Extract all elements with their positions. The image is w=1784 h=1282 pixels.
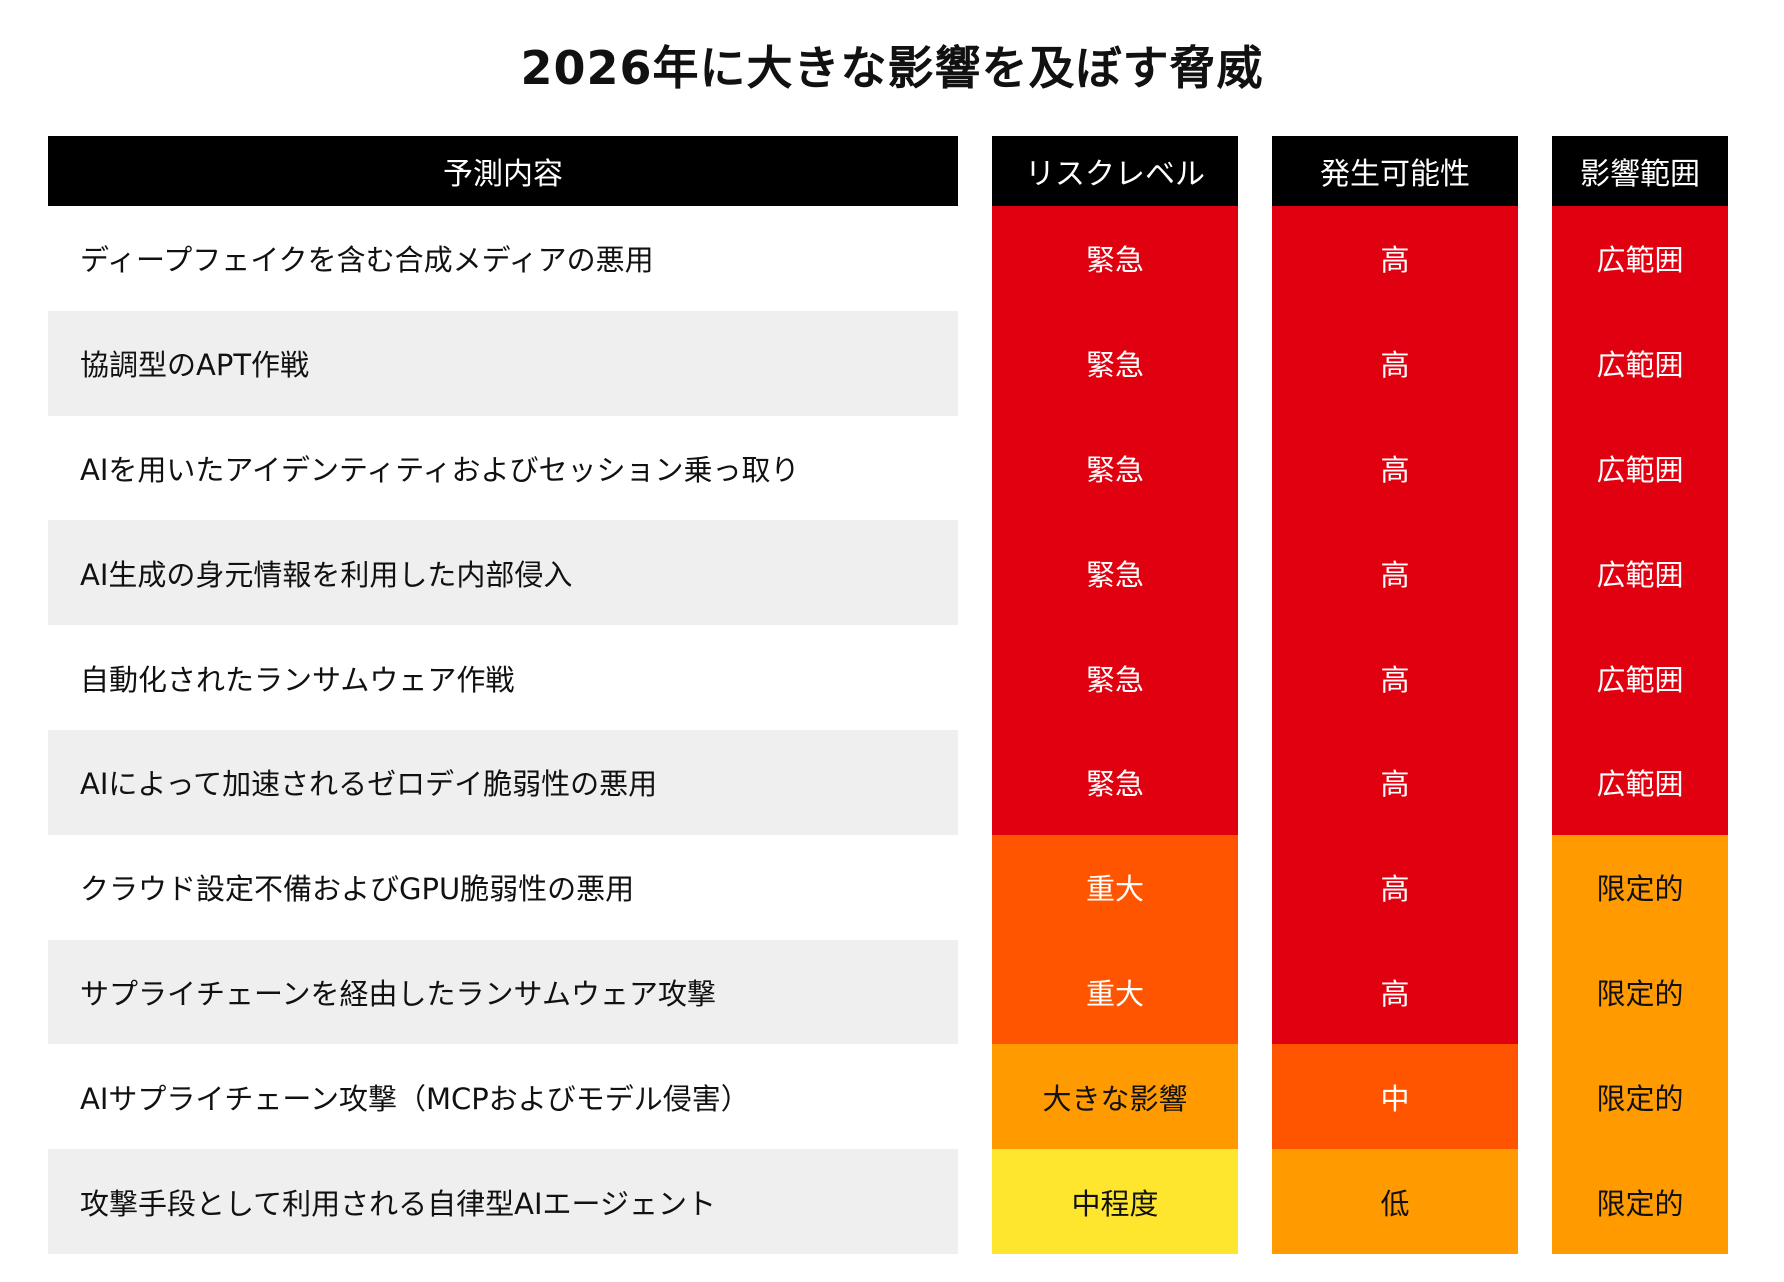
column-gap [1518,136,1552,206]
column-gap [1238,1044,1272,1150]
prediction-cell: 攻撃手段として利用される自律型AIエージェント [48,1149,958,1254]
risk-level-cell: 緊急 [992,206,1238,311]
column-gap [1518,520,1552,626]
column-gap [1238,136,1272,206]
scope-cell: 広範囲 [1552,415,1728,521]
column-gap [958,729,992,835]
header-scope: 影響範囲 [1552,136,1728,206]
column-gap [958,136,992,206]
scope-cell: 限定的 [1552,834,1728,940]
scope-cell: 広範囲 [1552,520,1728,626]
risk-level-cell: 緊急 [992,520,1238,626]
column-gap [1238,1149,1272,1254]
column-gap [1238,625,1272,730]
prediction-cell: AIを用いたアイデンティティおよびセッション乗っ取り [80,452,800,487]
prediction-cell: 自動化されたランサムウェア作戦 [80,662,515,697]
risk-level-cell: 中程度 [992,1149,1238,1254]
column-gap [1238,729,1272,835]
column-gap [1518,729,1552,835]
likelihood-cell: 中 [1272,1044,1518,1150]
page-title: 2026年に大きな影響を及ぼす脅威 [520,41,1264,95]
column-gap [1238,415,1272,521]
column-gap [1518,1044,1552,1150]
likelihood-cell: 高 [1272,834,1518,940]
scope-cell: 広範囲 [1552,625,1728,730]
risk-level-cell: 緊急 [992,625,1238,730]
column-gap [1518,310,1552,416]
scope-cell: 限定的 [1552,1044,1728,1150]
column-gap [1518,415,1552,521]
column-gap [1238,520,1272,626]
risk-level-cell: 重大 [992,939,1238,1045]
prediction-cell: AI生成の身元情報を利用した内部侵入 [48,520,958,626]
header-likelihood: 発生可能性 [1272,136,1518,206]
likelihood-cell: 高 [1272,415,1518,521]
likelihood-cell: 低 [1272,1149,1518,1254]
risk-level-cell: 緊急 [992,415,1238,521]
column-gap [1518,834,1552,940]
threat-table: 予測内容 リスクレベル 発生可能性 影響範囲 ディープフェイクを含む合成メディア… [48,136,1728,1254]
prediction-cell: サプライチェーンを経由したランサムウェア攻撃 [48,939,958,1045]
prediction-cell: ディープフェイクを含む合成メディアの悪用 [80,243,654,278]
column-gap [958,834,992,940]
column-gap [958,206,992,311]
prediction-cell: 協調型のAPT作戦 [48,310,958,416]
likelihood-cell: 高 [1272,310,1518,416]
column-gap [1238,834,1272,940]
column-gap [1238,310,1272,416]
prediction-cell: AIによって加速されるゼロデイ脆弱性の悪用 [48,729,958,835]
column-gap [958,1149,992,1254]
column-gap [1518,625,1552,730]
scope-cell: 広範囲 [1552,206,1728,311]
scope-cell: 広範囲 [1552,310,1728,416]
risk-level-cell: 重大 [992,834,1238,940]
column-gap [958,415,992,521]
prediction-cell: クラウド設定不備およびGPU脆弱性の悪用 [80,872,635,907]
likelihood-cell: 高 [1272,206,1518,311]
column-gap [958,939,992,1045]
column-gap [1518,1149,1552,1254]
prediction-cell: AIサプライチェーン攻撃（MCPおよびモデル侵害） [80,1081,750,1116]
likelihood-cell: 高 [1272,520,1518,626]
likelihood-cell: 高 [1272,729,1518,835]
column-gap [958,1044,992,1150]
risk-level-cell: 緊急 [992,310,1238,416]
header-prediction: 予測内容 [48,136,958,206]
column-gap [958,310,992,416]
column-gap [1518,206,1552,311]
likelihood-cell: 高 [1272,939,1518,1045]
scope-cell: 限定的 [1552,1149,1728,1254]
column-gap [1518,939,1552,1045]
risk-level-cell: 緊急 [992,729,1238,835]
column-gap [1238,939,1272,1045]
column-gap [1238,206,1272,311]
column-gap [958,520,992,626]
scope-cell: 広範囲 [1552,729,1728,835]
risk-level-cell: 大きな影響 [992,1044,1238,1150]
likelihood-cell: 高 [1272,625,1518,730]
header-risk-level: リスクレベル [992,136,1238,206]
column-gap [958,625,992,730]
scope-cell: 限定的 [1552,939,1728,1045]
